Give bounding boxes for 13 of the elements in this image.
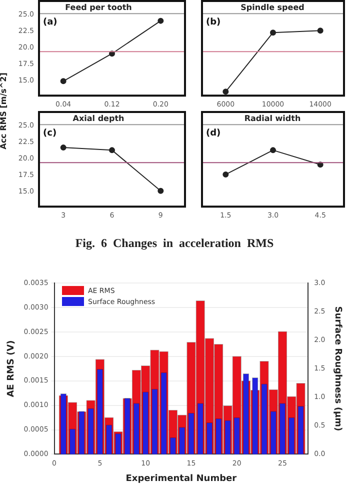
x-axis-title: Experimental Number [126,474,238,484]
annotation: (a) [43,17,58,28]
chart-title: Radial width [244,114,301,123]
y2-axis-title: Surface Roughness (µm) [332,306,342,432]
annotation: (c) [43,128,57,138]
y-axis-title: AE RMS (V) [6,340,17,398]
caption: Fig. 6 Changes in acceleration RMS [74,236,275,251]
chart-title: Spindle speed [240,2,305,12]
annotation: (d) [206,128,221,138]
chart-title: Feed per tooth [65,2,132,12]
y-axis-title: Acc RMS [m/s^2] [0,72,9,152]
annotation: (b) [206,17,221,28]
chart-title: Axial depth [72,114,125,123]
